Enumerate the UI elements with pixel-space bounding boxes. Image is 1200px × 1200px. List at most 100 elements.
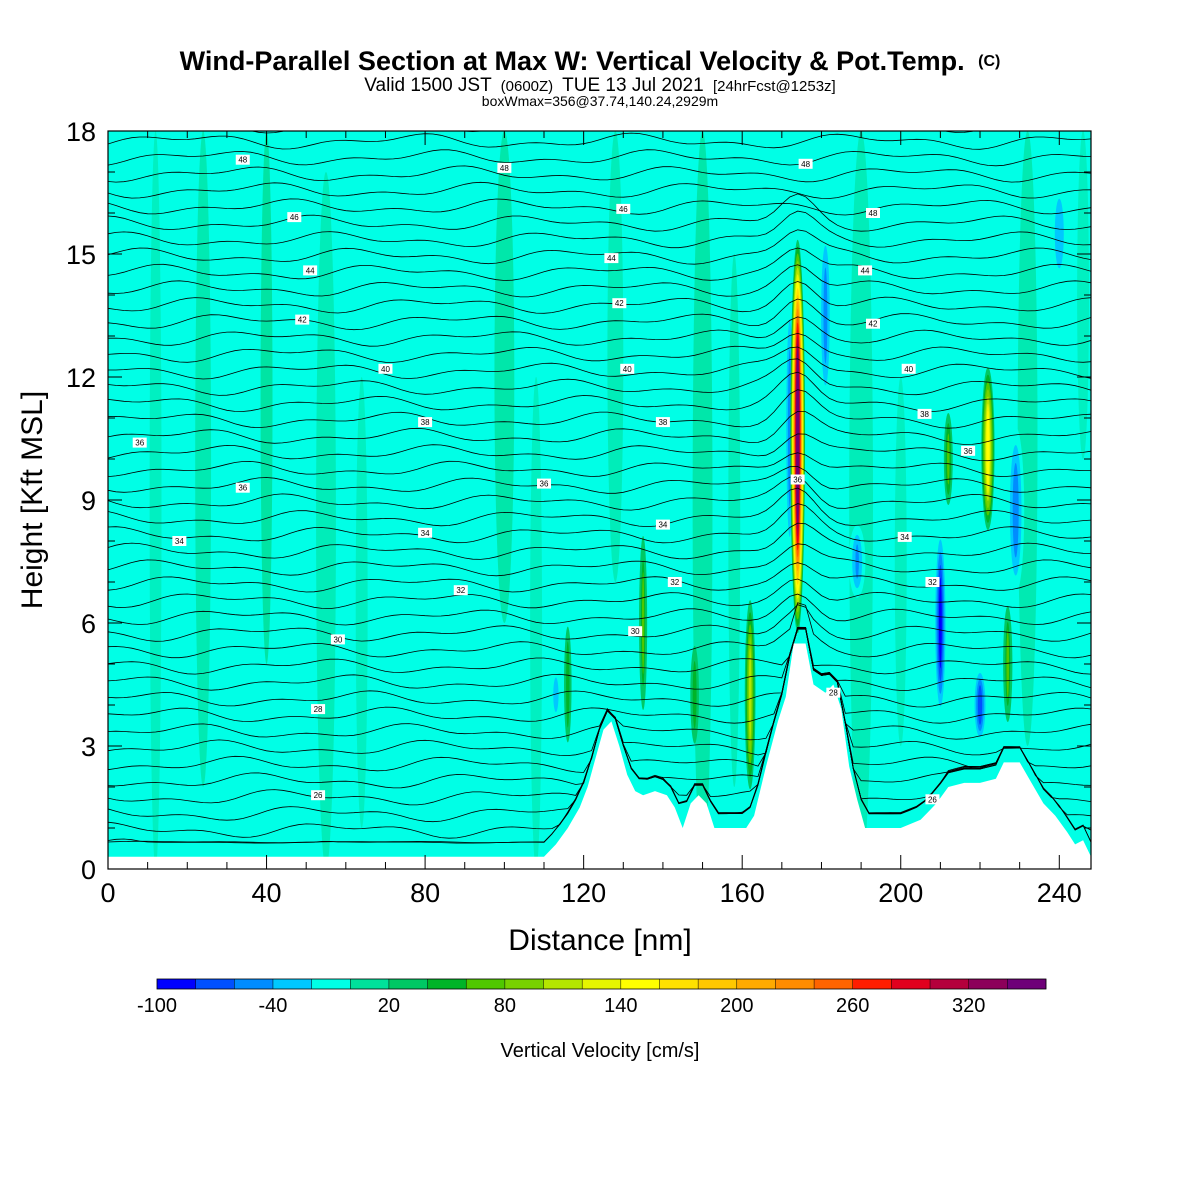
theta-label-31: 30 [628,626,643,637]
y-tick-label-6: 18 [66,117,96,147]
colorbar-swatch-20 [930,979,969,989]
isentrope-37 [108,229,1091,265]
updraft-swath-9 [728,254,741,787]
svg-text:44: 44 [861,266,870,275]
colorbar-tick-label-5: 200 [720,995,753,1017]
y-tick-label-4: 12 [66,363,96,393]
svg-text:36: 36 [540,480,549,489]
svg-text:36: 36 [793,476,802,485]
svg-text:32: 32 [928,578,937,587]
terrain [108,643,1091,869]
isentrope-29 [108,358,1091,396]
colorbar-swatch-21 [968,979,1008,989]
theta-label-8: 44 [858,265,873,276]
downdraft-cell-5 [818,223,833,408]
svg-text:46: 46 [619,205,628,214]
theta-label-10: 42 [612,298,627,309]
x-axis-label: Distance [nm] [508,924,691,957]
updraft-cell-1 [981,367,995,531]
theta-label-14: 40 [901,363,916,374]
colorbar-swatch-4 [311,979,351,989]
theta-label-9: 42 [295,314,310,325]
svg-text:36: 36 [135,439,144,448]
isentrope-31 [108,332,1091,363]
x-tick-labels: 0 40 80 120 160 200 240 [100,878,1081,908]
colorbar-label: Vertical Velocity [cm/s] [501,1040,700,1062]
plot-area: 48 48 48 48 46 46 44 44 44 42 42 42 40 40 40 38 38 38 36 36… [108,131,1091,869]
svg-text:32: 32 [670,578,679,587]
downdraft-cell-3 [1007,426,1025,594]
theta-label-17: 38 [917,408,932,419]
isentrope-14 [108,604,1091,642]
svg-text:44: 44 [306,266,315,275]
isentrope-16 [108,578,1091,610]
isentrope-38 [108,210,1091,249]
svg-text:30: 30 [333,635,342,644]
theta-label-15: 38 [418,417,433,428]
svg-text:48: 48 [869,209,878,218]
updraft-swath-3 [316,172,336,869]
colorbar-swatch-11 [582,979,622,989]
svg-text:36: 36 [238,484,247,493]
colorbar-tick-label-0: -100 [137,995,177,1017]
colorbar-tick-label-3: 80 [494,995,516,1017]
x-tick-label-1: 40 [252,878,282,908]
isentrope-20 [108,503,1091,544]
subtitle-valid: Valid 1500 JST [364,75,492,96]
svg-text:42: 42 [869,320,878,329]
updraft-cell-0 [790,239,806,634]
theta-label-19: 36 [235,482,250,493]
y-tick-label-2: 6 [81,609,96,639]
y-tick-label-3: 9 [81,486,96,516]
x-tick-label-6: 240 [1037,878,1082,908]
updraft-cell-4 [639,535,648,711]
theta-label-33: 28 [826,687,841,698]
colorbar-tick-label-4: 140 [604,995,637,1017]
theta-label-6: 44 [303,265,318,276]
colorbar-tick-labels: -100 -40 20 80 140 200 260 320 [137,995,985,1017]
theta-label-0: 48 [235,154,250,165]
y-tick-labels: 0 3 6 9 12 15 18 [66,117,96,885]
isentrope-30 [108,346,1091,380]
theta-label-35: 26 [925,794,940,805]
colorbar-swatch-1 [195,979,235,989]
theta-label-21: 36 [961,445,976,456]
isentrope-40 [108,198,1091,216]
svg-text:34: 34 [421,529,430,538]
colorbar-outline [156,978,1047,990]
isentrope-9 [108,627,1091,724]
theta-label-1: 48 [497,162,512,173]
svg-text:42: 42 [615,299,624,308]
subtitle-forecast: [24hrFcst@1253z] [713,78,836,95]
svg-text:42: 42 [298,316,307,325]
updraft-swath-2 [260,131,273,664]
updraft-swath-4 [355,377,368,828]
colorbar-swatch-18 [852,979,892,989]
axis-ticks [107,130,1091,870]
theta-label-32: 28 [311,704,326,715]
svg-text:28: 28 [314,705,323,714]
svg-text:34: 34 [900,533,909,542]
updraft-swath-1 [195,131,212,787]
isentrope-39 [108,193,1091,232]
x-tick-label-0: 0 [100,878,115,908]
y-tick-label-1: 3 [81,732,96,762]
isentrope-11 [108,626,1091,691]
theta-label-29: 32 [925,577,940,587]
colorbar-swatch-10 [543,979,583,989]
colorbar-swatch-7 [427,979,467,989]
colorbar-tick-label-1: -40 [259,995,288,1017]
svg-text:32: 32 [456,586,465,595]
isentrope-32 [108,316,1091,347]
updraft-swath-6 [530,377,543,869]
theta-label-25: 34 [655,519,670,530]
isentrope-23 [108,466,1091,494]
isentrope-45 [250,131,975,134]
svg-text:34: 34 [658,521,667,530]
colorbar-swatch-15 [736,979,776,989]
chart-subtitle-box: boxWmax=356@37.74,140.24,2929m [482,93,718,109]
colorbar [156,978,1047,990]
colorbar-swatch-22 [1007,979,1047,989]
colorbar-swatch-17 [814,979,854,989]
isentrope-13 [108,602,1091,659]
